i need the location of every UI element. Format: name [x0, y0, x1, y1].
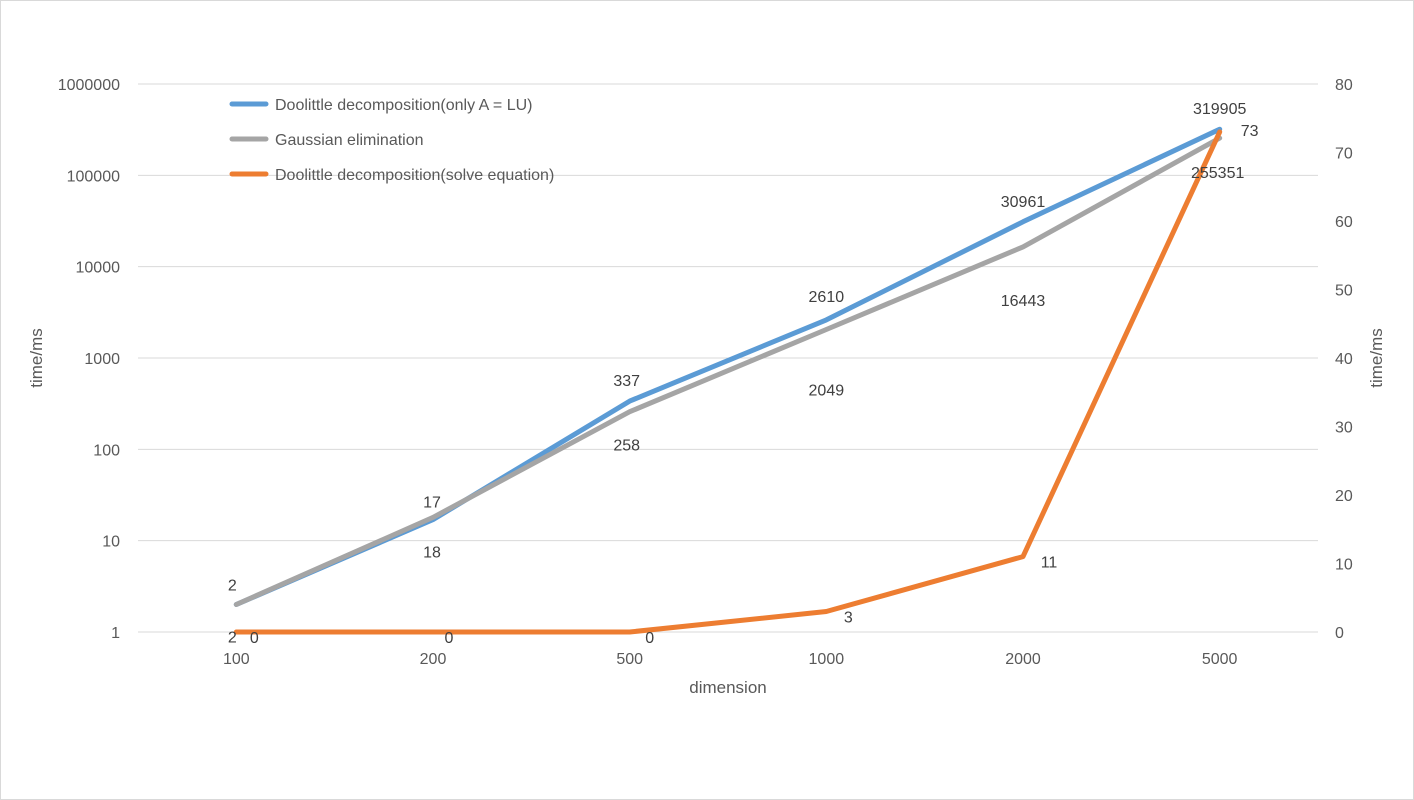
x-tick-label: 5000	[1202, 651, 1238, 668]
legend-label-gaussian: Gaussian elimination	[275, 132, 424, 149]
data-label-doolittle-lu: 2	[228, 578, 237, 595]
data-label-doolittle-lu: 17	[423, 495, 441, 512]
data-label-doolittle-lu: 30961	[1001, 194, 1046, 211]
left-tick-label: 1	[111, 625, 120, 642]
series-lines	[233, 126, 1223, 635]
x-tick-label: 500	[616, 651, 643, 668]
data-label-doolittle-lu: 319905	[1193, 101, 1246, 118]
right-axis-title: time/ms	[1367, 328, 1386, 388]
right-tick-label: 0	[1335, 625, 1344, 642]
data-label-gaussian: 255351	[1191, 165, 1244, 182]
data-label-gaussian: 16443	[1001, 293, 1046, 310]
data-label-doolittle-solve: 11	[1041, 555, 1058, 572]
right-tick-label: 50	[1335, 283, 1353, 300]
legend-label-doolittle-lu: Doolittle decomposition(only A = LU)	[275, 97, 532, 114]
left-axis-ticks: 1 10 100 1000 10000 100000 1000000	[58, 77, 120, 642]
x-tick-label: 2000	[1005, 651, 1041, 668]
left-tick-label: 100	[93, 442, 120, 459]
right-tick-label: 80	[1335, 77, 1353, 94]
data-label-doolittle-lu: 337	[613, 373, 640, 390]
data-label-gaussian: 2	[228, 630, 237, 647]
legend: Doolittle decomposition(only A = LU) Gau…	[229, 97, 554, 184]
left-tick-label: 1000000	[58, 77, 120, 94]
right-tick-label: 40	[1335, 351, 1353, 368]
series-line-doolittle-lu	[233, 126, 1223, 607]
data-label-gaussian: 18	[423, 544, 441, 561]
data-labels: 2 17 337 2610 30961 319905 2 18 258 2049 16443 2553…	[228, 101, 1259, 647]
x-axis-ticks: 100 200 500 1000 2000 5000	[223, 651, 1238, 668]
left-tick-label: 10000	[76, 260, 121, 277]
data-label-gaussian: 258	[613, 438, 640, 455]
right-tick-label: 20	[1335, 488, 1353, 505]
left-tick-label: 1000	[84, 351, 120, 368]
x-tick-label: 1000	[809, 651, 845, 668]
data-label-doolittle-solve: 0	[445, 630, 454, 647]
data-label-gaussian: 2049	[809, 383, 845, 400]
data-label-doolittle-solve: 0	[250, 630, 259, 647]
right-tick-label: 70	[1335, 146, 1353, 163]
right-tick-label: 10	[1335, 557, 1353, 574]
left-tick-label: 10	[102, 534, 120, 551]
series-line-doolittle-solve	[233, 129, 1223, 635]
left-axis-title: time/ms	[27, 328, 46, 388]
right-tick-label: 30	[1335, 420, 1353, 437]
data-label-doolittle-solve: 3	[844, 609, 853, 626]
data-label-doolittle-lu: 2610	[809, 289, 845, 306]
right-tick-label: 60	[1335, 214, 1353, 231]
data-label-doolittle-solve: 0	[645, 630, 654, 647]
series-line-gaussian	[233, 135, 1223, 607]
data-label-doolittle-solve: 73	[1241, 123, 1259, 140]
x-axis-title: dimension	[689, 678, 767, 697]
x-tick-label: 100	[223, 651, 250, 668]
legend-label-doolittle-solve: Doolittle decomposition(solve equation)	[275, 167, 554, 184]
right-axis-ticks: 0 10 20 30 40 50 60 70 80	[1335, 77, 1353, 642]
left-tick-label: 100000	[67, 168, 120, 185]
x-tick-label: 200	[420, 651, 447, 668]
